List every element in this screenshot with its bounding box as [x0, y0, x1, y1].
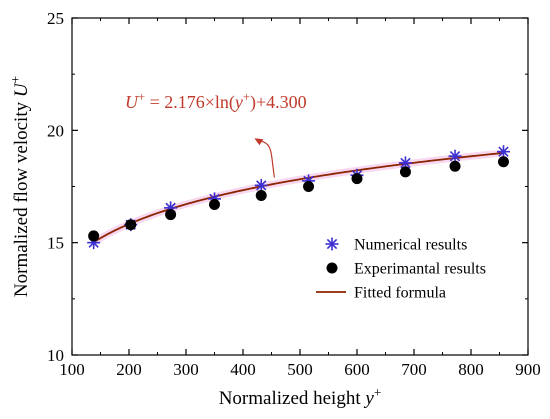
- experimental-point: [399, 166, 411, 178]
- asterisk-stroke: [326, 238, 338, 250]
- x-tick-label: 300: [173, 360, 199, 379]
- fitted-curve-halo: [91, 149, 504, 246]
- annotation-arrowhead: [254, 138, 264, 146]
- points-layer: [87, 145, 510, 250]
- numerical-point: [496, 145, 510, 159]
- asterisk-stroke: [400, 157, 411, 169]
- annotation-arrow: [258, 139, 275, 178]
- experimental-point: [497, 156, 509, 168]
- experimental-point: [165, 209, 177, 221]
- x-tick-label: 400: [230, 360, 256, 379]
- x-tick-label: 500: [287, 360, 313, 379]
- x-tick-label: 200: [116, 360, 142, 379]
- x-tick-label: 100: [59, 360, 85, 379]
- numerical-point: [254, 178, 268, 192]
- formula-annotation: U+ = 2.176×ln(y+)+4.300: [125, 90, 307, 113]
- experimental-point: [88, 230, 100, 242]
- experimental-point: [351, 173, 363, 185]
- legend-circle-swatch: [326, 262, 338, 274]
- experimental-point: [449, 160, 461, 172]
- numerical-point: [398, 156, 412, 170]
- y-tick-label: 20: [47, 121, 64, 140]
- experimental-point: [209, 198, 220, 210]
- x-tick-label: 800: [458, 360, 484, 379]
- x-tick-label: 900: [515, 360, 541, 379]
- plot-frame: [71, 17, 529, 356]
- fit-layer: [91, 149, 504, 246]
- y-tick-label: 15: [47, 234, 64, 253]
- titles-layer: Normalized height y+ Normalized flow velo…: [8, 76, 381, 409]
- legend-asterisk-swatch: [325, 237, 339, 251]
- asterisk-stroke: [256, 180, 267, 191]
- legend-label: Numerical results: [354, 237, 467, 254]
- fitted-curve: [93, 152, 504, 243]
- y-tick-label: 10: [47, 346, 64, 365]
- x-tick-label: 700: [401, 360, 427, 379]
- y-axis-title: Normalized flow velocity U+: [8, 76, 32, 297]
- legend-label: Fitted formula: [354, 285, 446, 302]
- legend-label: Experimantal results: [354, 261, 486, 278]
- numerical-point: [448, 149, 462, 163]
- experimental-point: [255, 189, 267, 201]
- annotation-layer: U+ = 2.176×ln(y+)+4.300: [125, 90, 307, 178]
- asterisk-stroke: [449, 151, 461, 162]
- experimental-point: [125, 219, 137, 231]
- legend-layer: Numerical results Experimantal results Fit…: [316, 237, 486, 302]
- experimental-point: [303, 181, 315, 192]
- y-tick-label: 25: [47, 9, 64, 28]
- x-axis-title: Normalized height y+: [219, 385, 382, 409]
- axes-layer: 100 200 300 400 500 600 700 800 900 10 15 20 25: [47, 9, 541, 379]
- x-tick-label: 600: [344, 360, 370, 379]
- asterisk-stroke: [498, 146, 509, 157]
